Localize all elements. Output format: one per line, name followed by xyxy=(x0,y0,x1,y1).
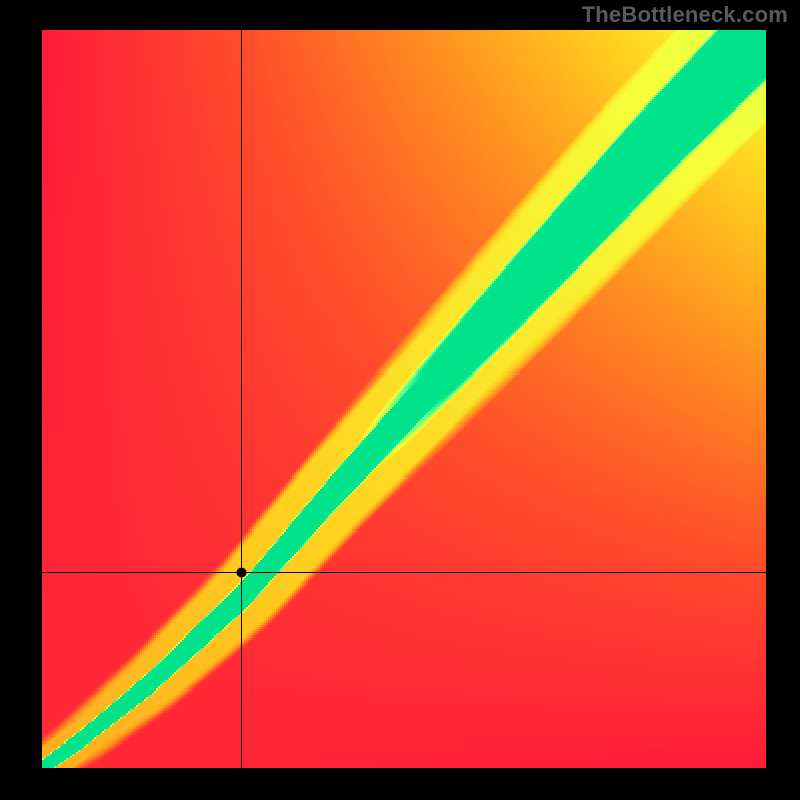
crosshair-overlay xyxy=(42,30,766,768)
heatmap-plot xyxy=(42,30,766,768)
watermark-text: TheBottleneck.com xyxy=(582,2,788,28)
